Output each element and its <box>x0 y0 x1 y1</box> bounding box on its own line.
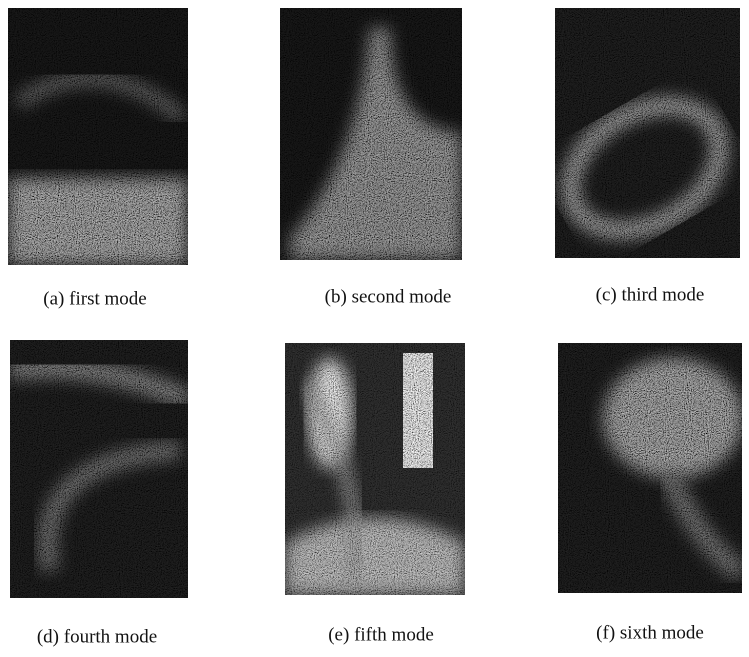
caption: (a) first mode <box>43 288 146 309</box>
figure: (a) first mode (b) second mode (c) third… <box>0 0 749 657</box>
mode-image <box>548 8 742 258</box>
caption: (d) fourth mode <box>37 626 157 647</box>
mode-image <box>558 343 743 593</box>
caption: (f) sixth mode <box>596 622 704 643</box>
mode-image <box>285 343 465 595</box>
caption: (c) third mode <box>596 284 705 305</box>
mode-image <box>10 340 188 598</box>
caption: (e) fifth mode <box>328 624 434 645</box>
mode-image <box>280 8 462 260</box>
caption: (b) second mode <box>325 286 452 307</box>
mode-image <box>8 8 188 265</box>
